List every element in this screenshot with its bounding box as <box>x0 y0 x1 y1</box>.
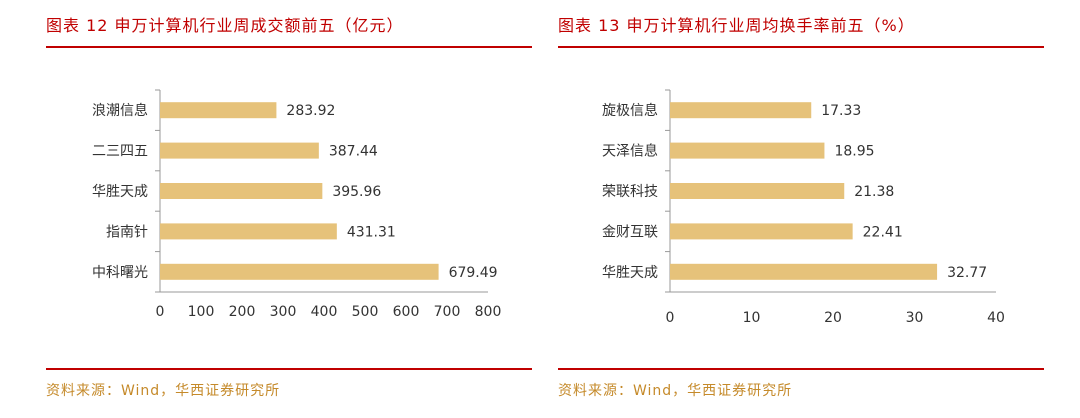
chart-title: 图表 12 申万计算机行业周成交额前五（亿元） <box>46 16 404 35</box>
x-tick-label: 100 <box>188 304 215 320</box>
category-label: 中科曙光 <box>92 265 148 281</box>
category-label: 金财互联 <box>602 224 658 240</box>
right-chart-panel: 图表 13 申万计算机行业周均换手率前五（%） 旋极信息 17.33 天泽信息 18.… <box>540 0 1080 418</box>
x-tick-label: 400 <box>311 304 338 320</box>
bar <box>670 263 938 280</box>
category-label: 华胜天成 <box>602 265 658 281</box>
source-note: 资料来源：Wind，华西证券研究所 <box>558 383 793 399</box>
category-label: 旋极信息 <box>602 102 658 119</box>
data-label: 283.92 <box>286 103 335 119</box>
x-tick-label: 700 <box>434 304 461 320</box>
title-rule <box>558 46 1044 48</box>
bar-chart-trading-volume: 浪潮信息 283.92 二三四五 387.44 华胜天成 395.96 指南针 431.31 中… <box>92 89 502 320</box>
data-label: 17.33 <box>821 103 861 119</box>
bar <box>160 183 323 199</box>
x-tick-label: 800 <box>475 304 502 320</box>
bar <box>670 183 845 199</box>
category-label: 华胜天成 <box>92 184 148 200</box>
x-tick-label: 600 <box>393 304 420 320</box>
chart-title: 图表 13 申万计算机行业周均换手率前五（%） <box>558 16 915 35</box>
x-tick-label: 0 <box>666 310 675 326</box>
x-tick-label: 300 <box>270 304 297 320</box>
bar <box>670 102 812 119</box>
category-label: 浪潮信息 <box>92 102 148 119</box>
data-label: 679.49 <box>449 265 498 281</box>
bar <box>670 142 825 159</box>
bar <box>160 263 439 280</box>
data-label: 395.96 <box>332 184 381 200</box>
x-tick-label: 40 <box>987 310 1005 326</box>
source-rule <box>46 368 532 370</box>
x-tick-label: 500 <box>352 304 379 320</box>
title-rule <box>46 46 532 48</box>
x-tick-label: 20 <box>824 310 842 326</box>
category-label: 二三四五 <box>92 144 148 160</box>
x-tick-label: 200 <box>229 304 256 320</box>
bar-chart-turnover-rate: 旋极信息 17.33 天泽信息 18.95 荣联科技 21.38 金财互联 22.41 华胜天成… <box>602 89 1005 326</box>
bar <box>160 102 277 119</box>
data-label: 22.41 <box>863 224 903 240</box>
data-label: 21.38 <box>854 184 894 200</box>
data-label: 32.77 <box>947 265 987 281</box>
category-label: 指南针 <box>106 224 148 240</box>
data-label: 387.44 <box>329 144 378 160</box>
bar <box>670 223 853 240</box>
x-tick-label: 30 <box>906 310 924 326</box>
x-tick-label: 10 <box>743 310 761 326</box>
source-rule <box>558 368 1044 370</box>
left-chart-panel: 图表 12 申万计算机行业周成交额前五（亿元） 浪潮信息 283.92 二三四五 38… <box>46 16 532 399</box>
x-tick-label: 0 <box>156 304 165 320</box>
data-label: 18.95 <box>834 144 874 160</box>
category-label: 天泽信息 <box>602 143 658 160</box>
data-label: 431.31 <box>347 224 396 240</box>
source-note: 资料来源：Wind，华西证券研究所 <box>46 383 281 399</box>
category-label: 荣联科技 <box>602 184 658 200</box>
bar <box>160 142 319 159</box>
bar <box>160 223 337 240</box>
